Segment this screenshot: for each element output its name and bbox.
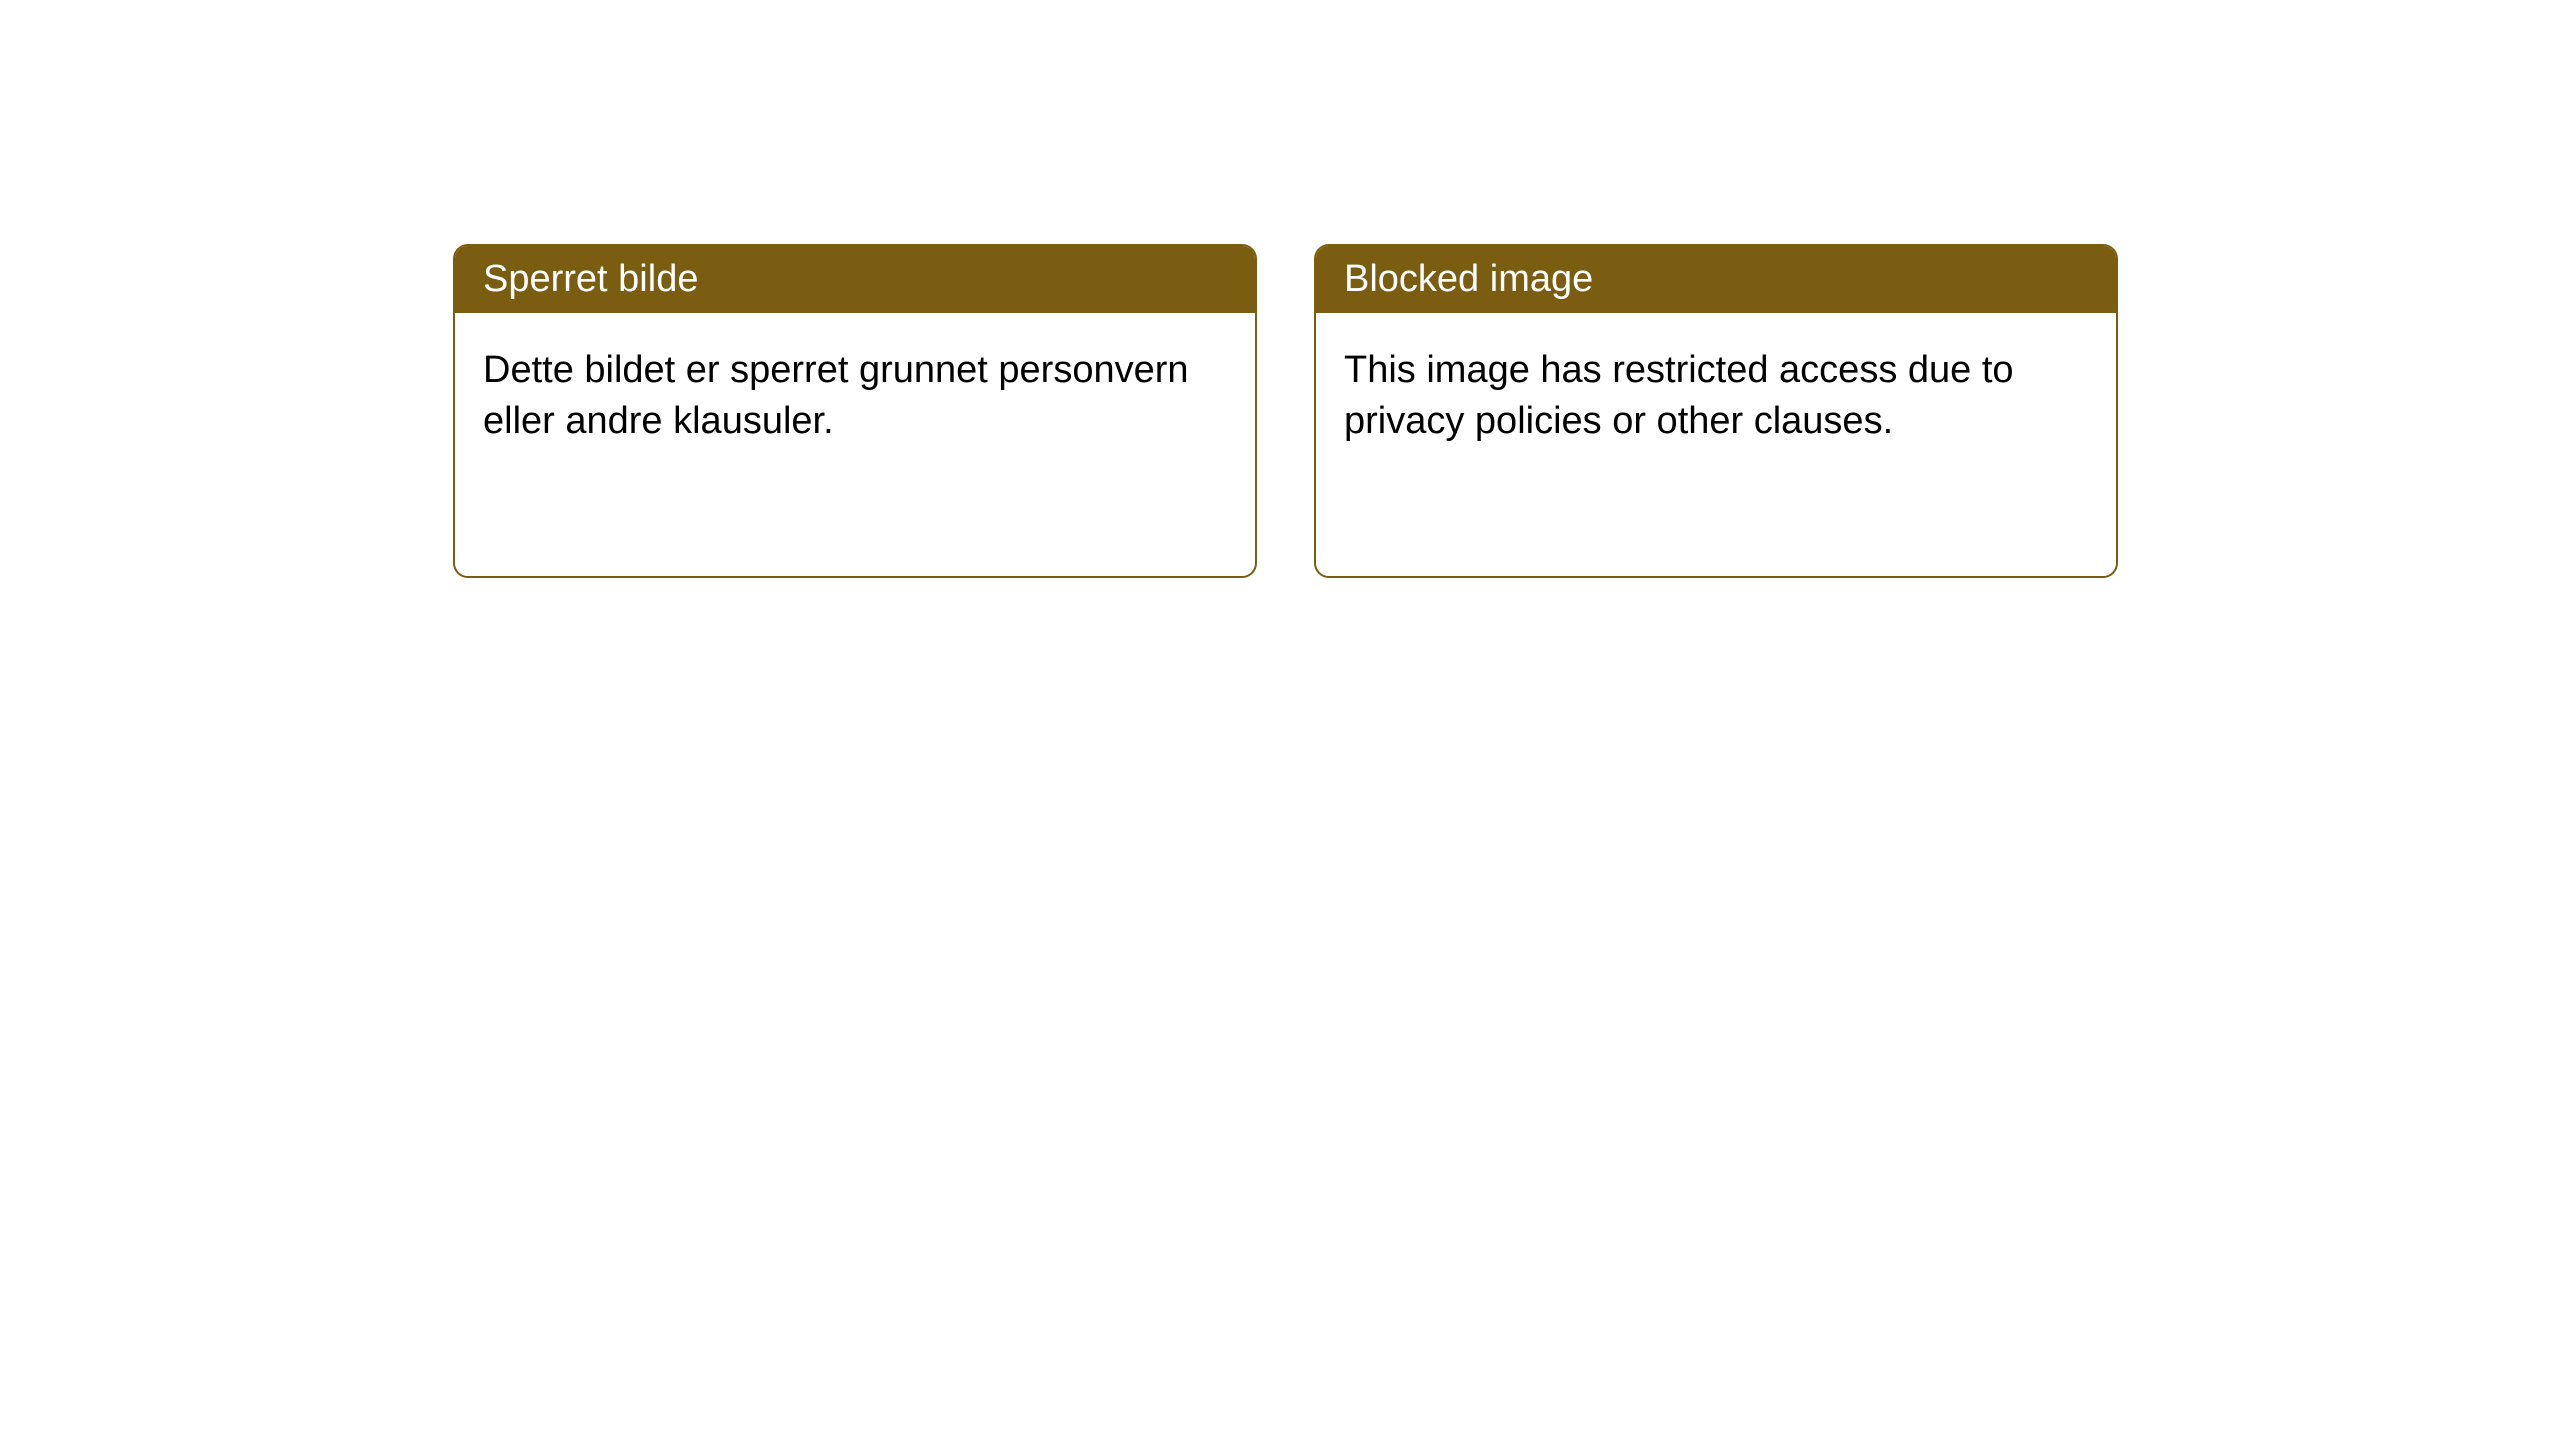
- card-header: Blocked image: [1316, 246, 2116, 313]
- notice-cards-container: Sperret bilde Dette bildet er sperret gr…: [453, 244, 2118, 578]
- card-body: This image has restricted access due to …: [1316, 313, 2116, 480]
- notice-card-norwegian: Sperret bilde Dette bildet er sperret gr…: [453, 244, 1257, 578]
- card-title: Blocked image: [1344, 258, 1593, 300]
- notice-card-english: Blocked image This image has restricted …: [1314, 244, 2118, 578]
- card-header: Sperret bilde: [455, 246, 1255, 313]
- card-body-text: This image has restricted access due to …: [1344, 349, 2014, 442]
- card-body: Dette bildet er sperret grunnet personve…: [455, 313, 1255, 480]
- card-title: Sperret bilde: [483, 258, 698, 300]
- card-body-text: Dette bildet er sperret grunnet personve…: [483, 349, 1189, 442]
